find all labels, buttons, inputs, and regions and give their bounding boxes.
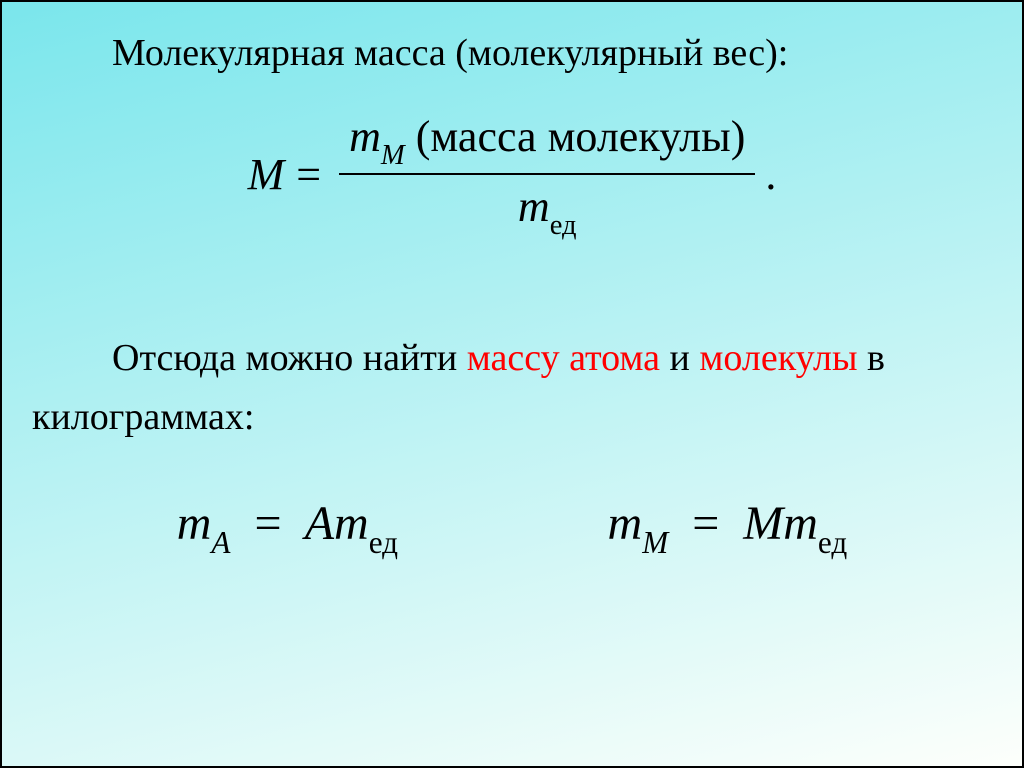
fraction: mМ (масса молекулы) mед <box>339 111 755 239</box>
p2-red2: молекулы <box>699 337 857 379</box>
f3-rhs-coef: M <box>743 497 783 550</box>
heading-text: Молекулярная масса (молекулярный вес): <box>32 26 992 81</box>
slide-content: Молекулярная масса (молекулярный вес): M… <box>2 2 1022 766</box>
formula-mass-atom: mA = Amед <box>177 496 398 558</box>
formula-expression: M = mМ (масса молекулы) mед . <box>248 111 777 239</box>
f3-rhs-var: m <box>783 497 818 550</box>
f2-rhs-coef: A <box>305 497 334 550</box>
slide-container: Молекулярная масса (молекулярный вес): M… <box>0 0 1024 768</box>
f3-lhs-var: m <box>608 497 643 550</box>
p2-part2: и <box>660 337 699 379</box>
denominator-sub: ед <box>550 210 577 241</box>
f3-rhs-sub: ед <box>818 525 847 560</box>
formula-period: . <box>765 149 776 200</box>
formulas-row: mA = Amед mM = Mmед <box>32 496 992 558</box>
formula-mass-molecule: mM = Mmед <box>608 496 848 558</box>
f2-rhs-sub: ед <box>369 525 398 560</box>
numerator: mМ (масса молекулы) <box>339 111 755 175</box>
f2-rhs-var: m <box>334 497 369 550</box>
main-formula: M = mМ (масса молекулы) mед . <box>32 111 992 239</box>
heading-text-span: Молекулярная масса (молекулярный вес): <box>112 32 788 74</box>
f3-lhs-sub: M <box>642 525 668 560</box>
p2-red1: массу атома <box>467 337 660 379</box>
f3-eq: = <box>692 497 719 550</box>
formula-lhs: M <box>248 149 285 200</box>
f2-eq: = <box>254 497 281 550</box>
numerator-var: m <box>349 112 381 161</box>
numerator-label: масса молекулы <box>430 112 730 161</box>
paren-close: ) <box>731 112 746 161</box>
denominator: mед <box>339 175 755 239</box>
numerator-sub: М <box>381 140 405 171</box>
f2-lhs-sub: A <box>211 525 230 560</box>
f2-lhs-var: m <box>177 497 212 550</box>
denominator-var: m <box>518 182 550 231</box>
paragraph-2: Отсюда можно найти массу атома и молекул… <box>32 329 992 447</box>
p2-part1: Отсюда можно найти <box>112 337 467 379</box>
equals-sign: = <box>296 149 321 200</box>
paren-open: ( <box>416 112 431 161</box>
